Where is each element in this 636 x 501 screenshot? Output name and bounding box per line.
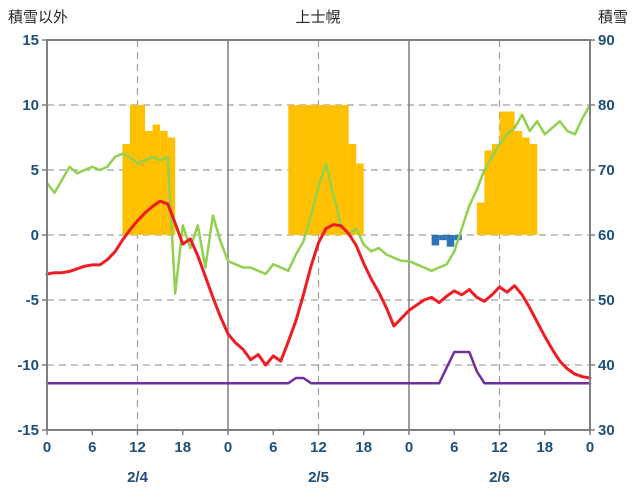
svg-text:2/6: 2/6: [489, 469, 510, 486]
purple-line: [45, 350, 592, 385]
svg-text:0: 0: [224, 439, 232, 456]
svg-text:70: 70: [598, 162, 615, 179]
svg-text:60: 60: [598, 227, 615, 244]
svg-text:90: 90: [598, 32, 615, 49]
svg-text:10: 10: [22, 97, 39, 114]
svg-text:0: 0: [31, 227, 39, 244]
svg-text:18: 18: [536, 439, 553, 456]
svg-text:6: 6: [88, 439, 96, 456]
svg-text:18: 18: [174, 439, 191, 456]
svg-text:0: 0: [405, 439, 413, 456]
svg-text:2/4: 2/4: [127, 469, 149, 486]
orange-bars: [122, 105, 538, 235]
chart-title: 上士幌: [295, 9, 341, 26]
svg-text:15: 15: [22, 32, 39, 49]
svg-text:40: 40: [598, 357, 615, 374]
red-line: [45, 199, 592, 380]
svg-text:2/5: 2/5: [308, 469, 329, 486]
svg-text:0: 0: [43, 439, 51, 456]
svg-text:0: 0: [586, 439, 594, 456]
svg-text:80: 80: [598, 97, 615, 114]
svg-text:6: 6: [450, 439, 458, 456]
right-axis-title: 積雪: [597, 9, 628, 26]
left-axis-title: 積雪以外: [8, 9, 69, 26]
svg-text:12: 12: [129, 439, 146, 456]
svg-text:-10: -10: [17, 357, 39, 374]
svg-text:12: 12: [310, 439, 327, 456]
green-line: [45, 103, 592, 295]
svg-text:12: 12: [491, 439, 508, 456]
svg-text:5: 5: [31, 162, 39, 179]
svg-text:-15: -15: [17, 422, 39, 439]
svg-text:30: 30: [598, 422, 615, 439]
svg-text:50: 50: [598, 292, 615, 309]
svg-text:18: 18: [355, 439, 372, 456]
svg-text:-5: -5: [26, 292, 39, 309]
svg-text:6: 6: [269, 439, 277, 456]
